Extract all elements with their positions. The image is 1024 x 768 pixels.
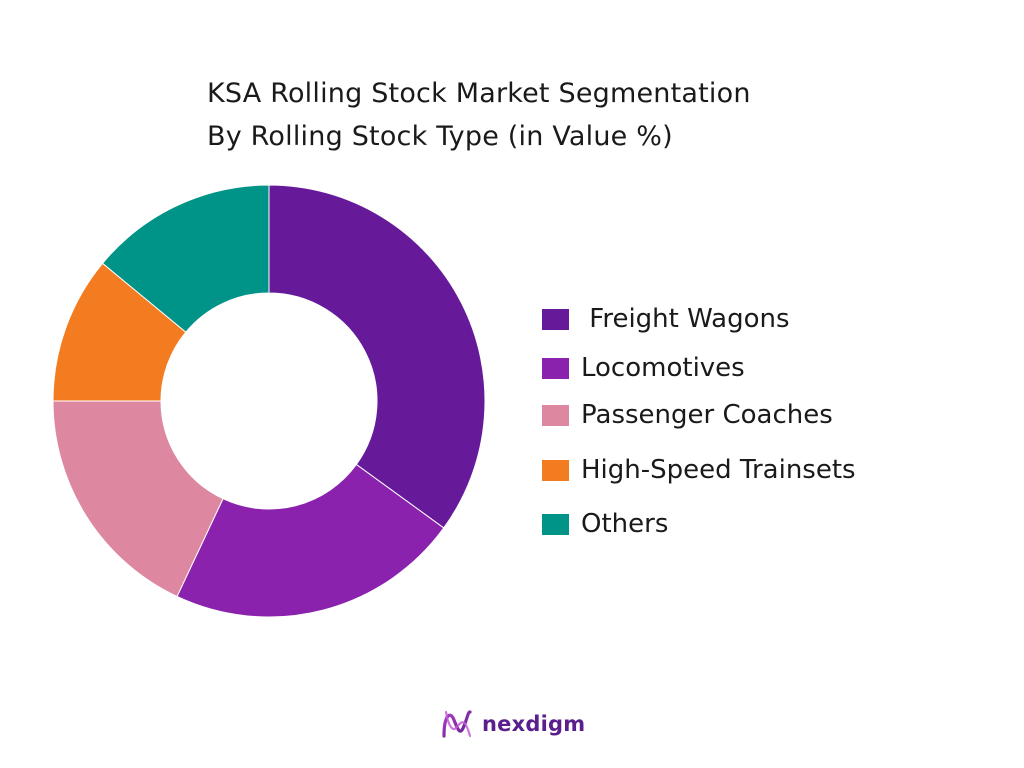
chart-title-line-1: KSA Rolling Stock Market Segmentation <box>207 78 751 109</box>
chart-title-line-2: By Rolling Stock Type (in Value %) <box>207 121 673 152</box>
donut-slice-freight-wagons <box>268 184 486 529</box>
brand-footer: nexdigm <box>440 704 585 744</box>
nexdigm-logo-icon <box>442 710 472 738</box>
legend-item-passenger-coaches: Passenger Coaches <box>542 400 833 430</box>
legend-label-locomotives: Locomotives <box>581 353 745 383</box>
legend-item-others: Others <box>542 509 668 539</box>
chart-title: KSA Rolling Stock Market Segmentation By… <box>207 72 907 158</box>
legend-label-high-speed-trainsets: High-Speed Trainsets <box>581 455 856 485</box>
legend-label-freight-wagons: Freight Wagons <box>581 304 790 334</box>
legend-label-others: Others <box>581 509 669 539</box>
donut-slice-locomotives <box>176 463 445 618</box>
legend-item-high-speed-trainsets: High-Speed Trainsets <box>542 455 856 485</box>
legend-item-freight-wagons: Freight Wagons <box>542 304 790 334</box>
donut-slice-others <box>101 184 270 333</box>
donut-chart <box>52 184 486 618</box>
legend-label-passenger-coaches: Passenger Coaches <box>581 400 833 430</box>
legend-item-locomotives: Locomotives <box>542 353 745 383</box>
donut-slice-passenger-coaches <box>52 400 224 598</box>
brand-name: nexdigm <box>482 712 586 736</box>
